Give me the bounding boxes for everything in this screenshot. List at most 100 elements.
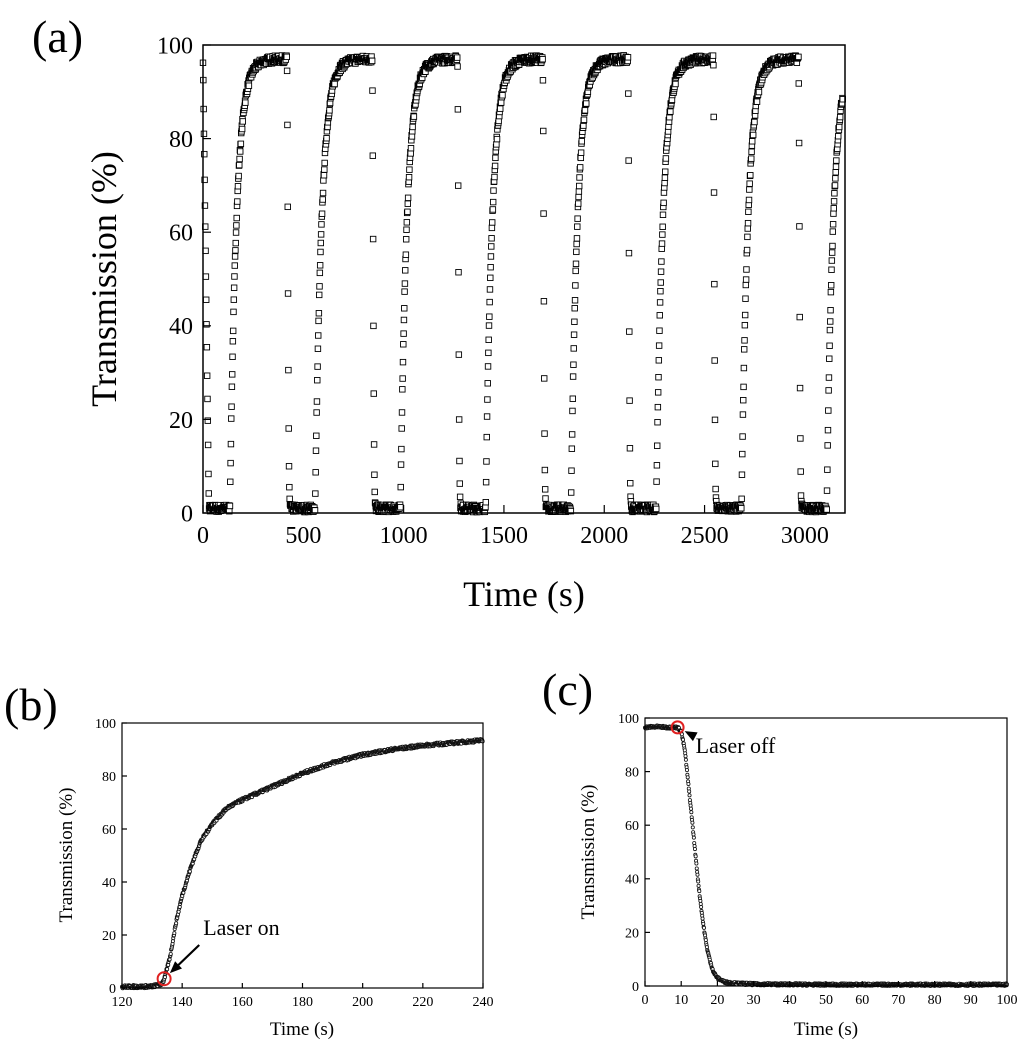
- data-point: [577, 154, 585, 162]
- data-point: [541, 486, 549, 493]
- data-point: [795, 53, 802, 61]
- data-point: [321, 159, 328, 167]
- data-point: [284, 203, 291, 211]
- panel-a-data-points: [199, 52, 846, 516]
- data-point: [313, 409, 320, 416]
- data-point: [823, 487, 831, 494]
- data-point: [683, 754, 688, 759]
- data-point: [227, 440, 235, 448]
- data-point: [796, 223, 803, 230]
- data-point: [229, 338, 237, 345]
- x-tick-label: 10: [674, 993, 688, 1008]
- data-point: [571, 305, 578, 312]
- data-point: [284, 290, 292, 297]
- data-point: [371, 471, 378, 478]
- data-point: [571, 297, 579, 304]
- data-point: [569, 407, 576, 415]
- data-point: [657, 268, 665, 275]
- data-point: [497, 105, 504, 112]
- data-point: [318, 221, 325, 228]
- data-point: [454, 54, 461, 61]
- data-point: [710, 62, 717, 69]
- data-point: [654, 419, 661, 426]
- data-point: [830, 198, 838, 205]
- data-point: [489, 206, 497, 213]
- data-point: [285, 463, 293, 470]
- data-point: [399, 358, 407, 366]
- data-point: [370, 441, 378, 448]
- data-point: [741, 346, 748, 353]
- data-point: [234, 198, 241, 205]
- data-point: [226, 502, 234, 510]
- data-point: [576, 182, 583, 190]
- data-point: [683, 757, 688, 762]
- data-point: [286, 483, 293, 491]
- panel-a-label: (a): [32, 11, 83, 62]
- data-point: [403, 226, 410, 233]
- y-tick-label: 0: [181, 501, 193, 527]
- data-point: [485, 322, 493, 329]
- x-tick-label: 180: [292, 995, 313, 1010]
- data-point: [709, 52, 717, 59]
- data-point: [455, 351, 463, 358]
- data-point: [283, 53, 290, 61]
- data-point: [738, 505, 745, 512]
- data-point: [574, 223, 581, 230]
- x-tick-label: 140: [172, 995, 193, 1010]
- panel-a-y-axis-label: Transmission (%): [84, 151, 124, 407]
- data-point: [230, 284, 238, 291]
- data-point: [694, 861, 699, 866]
- data-point: [826, 355, 833, 362]
- data-point: [228, 403, 235, 410]
- data-point: [710, 189, 718, 196]
- x-tick-label: 70: [891, 993, 905, 1008]
- data-point: [488, 243, 495, 250]
- data-point: [829, 221, 837, 228]
- data-point: [570, 345, 577, 352]
- data-point: [696, 879, 701, 884]
- data-point: [753, 98, 761, 105]
- y-tick-label: 100: [157, 33, 193, 59]
- data-point: [581, 107, 589, 114]
- data-point: [823, 506, 830, 513]
- data-point: [690, 820, 695, 825]
- data-point: [174, 921, 179, 926]
- data-point: [316, 283, 323, 290]
- data-point: [797, 468, 804, 475]
- data-point: [795, 80, 802, 87]
- data-point: [697, 889, 702, 894]
- data-point: [746, 180, 753, 187]
- data-point: [168, 951, 173, 956]
- data-point: [201, 150, 208, 158]
- data-point: [832, 169, 839, 176]
- data-point: [539, 55, 546, 63]
- data-point: [487, 264, 494, 271]
- y-tick-label: 40: [169, 314, 193, 340]
- data-point: [235, 172, 242, 180]
- panel-c-data-points: [643, 723, 1010, 988]
- data-point: [400, 316, 408, 324]
- data-point: [659, 223, 666, 230]
- data-point: [653, 505, 660, 513]
- data-point: [687, 789, 692, 794]
- data-point: [572, 282, 579, 289]
- data-point: [231, 273, 238, 280]
- data-point: [797, 492, 805, 499]
- data-point: [541, 430, 548, 437]
- data-point: [456, 480, 463, 487]
- data-point: [232, 229, 240, 236]
- data-point: [455, 269, 462, 276]
- data-point: [699, 905, 704, 910]
- panel-b-plot-frame: [121, 722, 484, 989]
- data-point: [399, 386, 406, 393]
- data-point: [827, 307, 834, 314]
- x-tick-label: 1500: [480, 523, 528, 549]
- data-point: [177, 904, 182, 909]
- data-point: [314, 363, 321, 370]
- data-point: [283, 67, 291, 75]
- x-tick-label: 60: [855, 993, 869, 1008]
- data-point: [626, 328, 633, 335]
- data-point: [654, 442, 661, 449]
- data-point: [314, 345, 322, 352]
- data-point: [835, 133, 842, 140]
